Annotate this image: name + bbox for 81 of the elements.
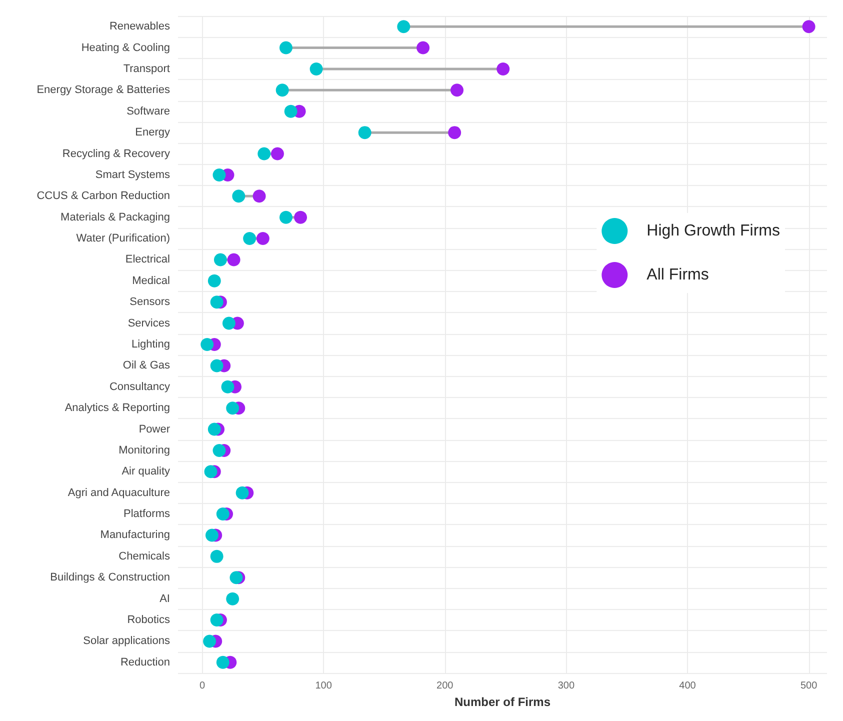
- y-tick-label: Energy Storage & Batteries: [36, 84, 170, 96]
- y-tick-label: Energy: [135, 126, 170, 139]
- y-tick-label: Consultancy: [109, 380, 170, 393]
- point: [802, 20, 816, 34]
- point: [210, 614, 224, 627]
- y-tick-label: Platforms: [124, 508, 170, 520]
- point: [294, 210, 308, 224]
- point: [230, 571, 243, 584]
- point: [279, 210, 292, 224]
- point: [200, 338, 214, 351]
- x-tick-label: 500: [800, 680, 818, 692]
- point: [236, 486, 249, 500]
- x-tick-label: 400: [679, 680, 696, 692]
- y-tick-label: Transport: [123, 62, 170, 75]
- x-axis-title: Number of Firms: [454, 694, 551, 709]
- y-tick-label: Manufacturing: [100, 529, 170, 542]
- point: [450, 84, 464, 97]
- point: [214, 253, 227, 266]
- point: [221, 380, 234, 394]
- point: [243, 232, 256, 246]
- y-tick-label: Renewables: [109, 20, 170, 33]
- y-tick-label: Medical: [132, 274, 170, 287]
- point: [212, 444, 226, 457]
- point: [216, 656, 230, 669]
- y-tick-label: Oil & Gas: [122, 360, 170, 372]
- point: [496, 62, 510, 76]
- point: [208, 274, 221, 288]
- point: [397, 20, 410, 34]
- y-tick-label: Software: [126, 105, 170, 118]
- x-tick-label: 200: [436, 680, 454, 692]
- point: [252, 190, 266, 203]
- x-tick-label: 0: [199, 680, 206, 692]
- y-tick-label: Robotics: [127, 614, 170, 626]
- y-tick-label: Heating & Cooling: [81, 42, 170, 54]
- y-tick-label: Air quality: [122, 466, 170, 478]
- x-tick-label: 100: [315, 680, 332, 692]
- point: [258, 147, 271, 160]
- y-tick-label: Water (Purification): [76, 232, 170, 245]
- point: [448, 126, 462, 140]
- legend-label: All Firms: [646, 266, 709, 284]
- point: [256, 232, 270, 246]
- point: [208, 422, 221, 436]
- point: [416, 41, 430, 54]
- y-tick-label: Monitoring: [118, 444, 170, 456]
- point: [226, 592, 240, 606]
- y-tick-label: Electrical: [125, 254, 170, 266]
- point: [279, 41, 292, 54]
- y-tick-label: Materials & Packaging: [60, 211, 170, 224]
- point: [222, 316, 236, 330]
- point: [226, 402, 240, 415]
- point: [276, 84, 289, 97]
- x-tick-label: 300: [558, 680, 575, 692]
- point: [232, 190, 246, 203]
- y-tick-label: Recycling & Recovery: [62, 148, 170, 160]
- y-tick-label: Buildings & Construction: [50, 572, 170, 584]
- y-tick-label: Power: [138, 423, 170, 436]
- point: [210, 359, 224, 372]
- point: [227, 253, 240, 266]
- y-tick-label: Analytics & Reporting: [64, 402, 170, 414]
- point: [284, 104, 298, 118]
- point: [212, 168, 226, 182]
- y-tick-label: Agri and Aquaculture: [68, 486, 170, 499]
- y-tick-label: CCUS & Carbon Reduction: [36, 190, 170, 202]
- point: [216, 508, 230, 521]
- point: [270, 147, 284, 160]
- y-tick-label: Services: [128, 317, 170, 330]
- y-tick-label: Chemicals: [118, 550, 170, 562]
- y-tick-label: Reduction: [120, 656, 170, 668]
- y-tick-label: Solar applications: [83, 635, 170, 648]
- point: [310, 62, 323, 76]
- point: [203, 634, 216, 648]
- legend-label: High Growth Firms: [646, 222, 780, 240]
- y-tick-label: Sensors: [130, 296, 170, 308]
- point: [210, 550, 224, 563]
- point: [358, 126, 372, 140]
- point: [205, 528, 218, 542]
- y-tick-label: Lighting: [131, 338, 170, 350]
- point: [204, 465, 218, 478]
- point: [210, 296, 224, 309]
- y-tick-label: AI: [160, 592, 170, 605]
- y-tick-label: Smart Systems: [95, 168, 170, 181]
